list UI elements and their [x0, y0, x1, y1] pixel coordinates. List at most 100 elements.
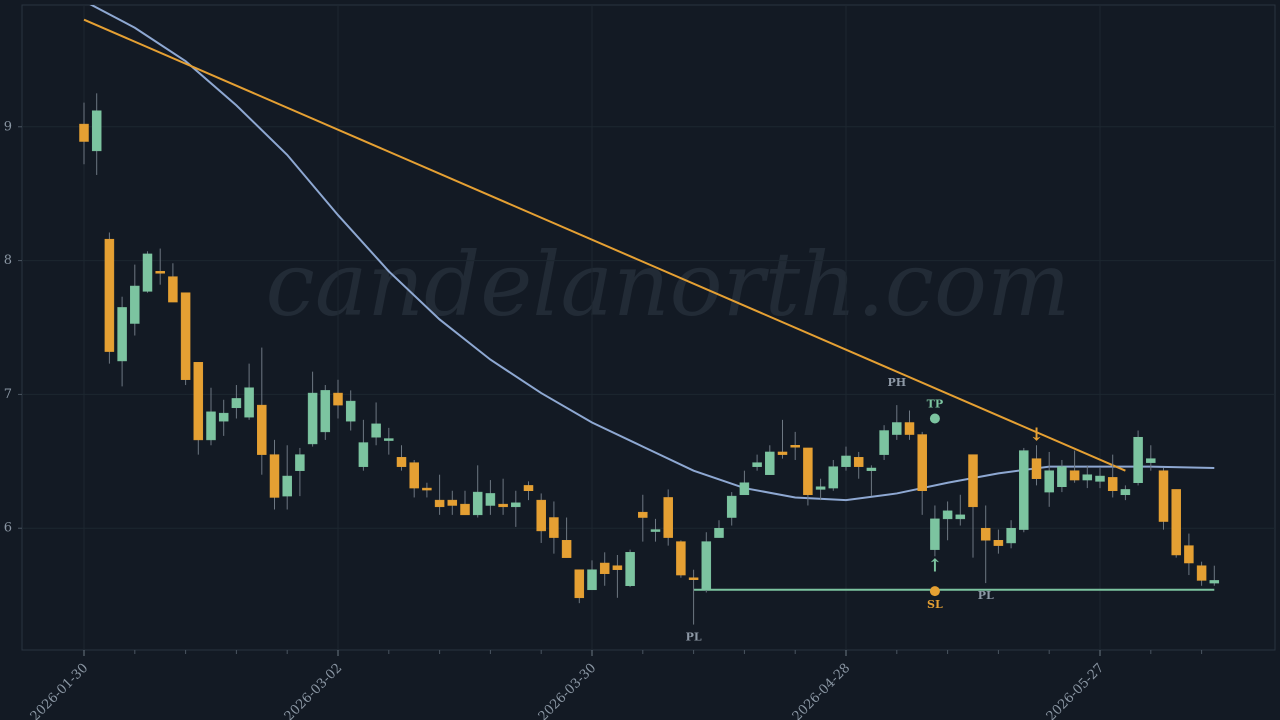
candle-body [765, 451, 775, 475]
candle-body [942, 510, 953, 520]
candle-body [91, 110, 102, 152]
candle-body [396, 457, 407, 467]
candle-body [892, 422, 902, 435]
candle-body [828, 466, 839, 489]
candle-body [384, 438, 394, 441]
candle-body [803, 447, 813, 496]
candle-body [447, 499, 458, 506]
candle-body [650, 529, 661, 532]
candle-body [930, 518, 940, 550]
candle-body [1184, 545, 1194, 564]
candle-body [701, 541, 712, 591]
signal-arrow: ↓ [1029, 424, 1044, 445]
candle-body [244, 387, 254, 418]
candle-body [1107, 477, 1118, 492]
candle-body [549, 517, 559, 538]
target-marker [929, 586, 940, 597]
candle-body [460, 503, 470, 516]
candle-body [853, 457, 864, 467]
watermark: candelanorth.com [266, 233, 1071, 336]
candle-body [1031, 458, 1042, 479]
candle-body [841, 455, 851, 467]
candle-body [472, 491, 483, 516]
candle-body [726, 495, 737, 518]
candle-body [333, 392, 343, 406]
candle-body [485, 493, 496, 506]
pivot-label: PL [686, 631, 702, 644]
candle-body [180, 292, 191, 380]
candle-body [295, 454, 305, 471]
candle-body [980, 527, 991, 541]
candle-body [676, 541, 686, 576]
plot-area [21, 4, 1276, 651]
candle-body [218, 412, 229, 422]
pivot-label: PH [887, 376, 906, 389]
candle-body [904, 422, 915, 435]
candle-body [117, 307, 127, 362]
candle-body [320, 390, 331, 433]
candle-body [1120, 489, 1131, 496]
candle-body [1133, 436, 1143, 483]
candle-body [409, 462, 419, 489]
candle-body [231, 398, 242, 409]
x-tick-label: 2026-03-02 [282, 661, 346, 720]
candle-body [625, 552, 635, 587]
candle-body [866, 467, 877, 471]
candle-body [130, 285, 140, 324]
candle-body [1146, 458, 1156, 463]
candle-body [1069, 470, 1080, 481]
candle-body [79, 123, 89, 142]
candle-body [358, 442, 369, 467]
candle-body [587, 569, 597, 591]
candle-body [434, 499, 445, 508]
x-tick-label: 2026-03-30 [536, 661, 600, 720]
signal-arrow: ↑ [927, 555, 942, 576]
candle-body [790, 445, 800, 448]
candle-body [1209, 580, 1220, 584]
candle-body [104, 238, 115, 352]
pivot-label: PL [978, 589, 994, 602]
candle-body [1006, 527, 1016, 544]
y-tick-label: 7 [4, 387, 12, 402]
candle-body [777, 451, 788, 455]
candle-body [168, 276, 178, 303]
y-tick-label: 6 [4, 521, 12, 536]
candle-body [917, 434, 927, 492]
candle-body [142, 253, 153, 292]
candle-body [752, 462, 762, 467]
candle-body [815, 486, 826, 490]
candle-body [1196, 565, 1207, 581]
target-marker [929, 413, 940, 424]
candle-body [1044, 470, 1054, 493]
candle-body [498, 503, 508, 508]
target-label: SL [927, 598, 943, 611]
candle-body [511, 502, 521, 508]
candle-body [282, 475, 292, 497]
target-label: TP [927, 397, 943, 410]
candle-body [307, 392, 318, 445]
candle-body [523, 485, 534, 492]
candle-body [257, 404, 267, 455]
y-tick-label: 9 [4, 119, 12, 134]
candle-body [993, 540, 1004, 546]
candle-body [1095, 475, 1105, 482]
candle-body [1158, 470, 1169, 522]
candle-body [879, 430, 889, 455]
plot [22, 5, 1275, 650]
y-tick-label: 8 [4, 253, 12, 268]
candle-body [1019, 450, 1029, 530]
candle-body [638, 511, 648, 518]
x-tick-label: 2026-04-28 [790, 661, 854, 720]
candle-body [663, 497, 673, 538]
candle-body [968, 454, 978, 508]
candle-body [955, 514, 966, 520]
candle-body [612, 565, 623, 570]
candle-body [1171, 489, 1181, 556]
candle-body [269, 454, 280, 498]
candle-body [1057, 466, 1067, 487]
candle-body [371, 423, 381, 438]
candle-body [599, 562, 610, 574]
candle-body [206, 411, 216, 441]
candle-body [422, 487, 432, 491]
